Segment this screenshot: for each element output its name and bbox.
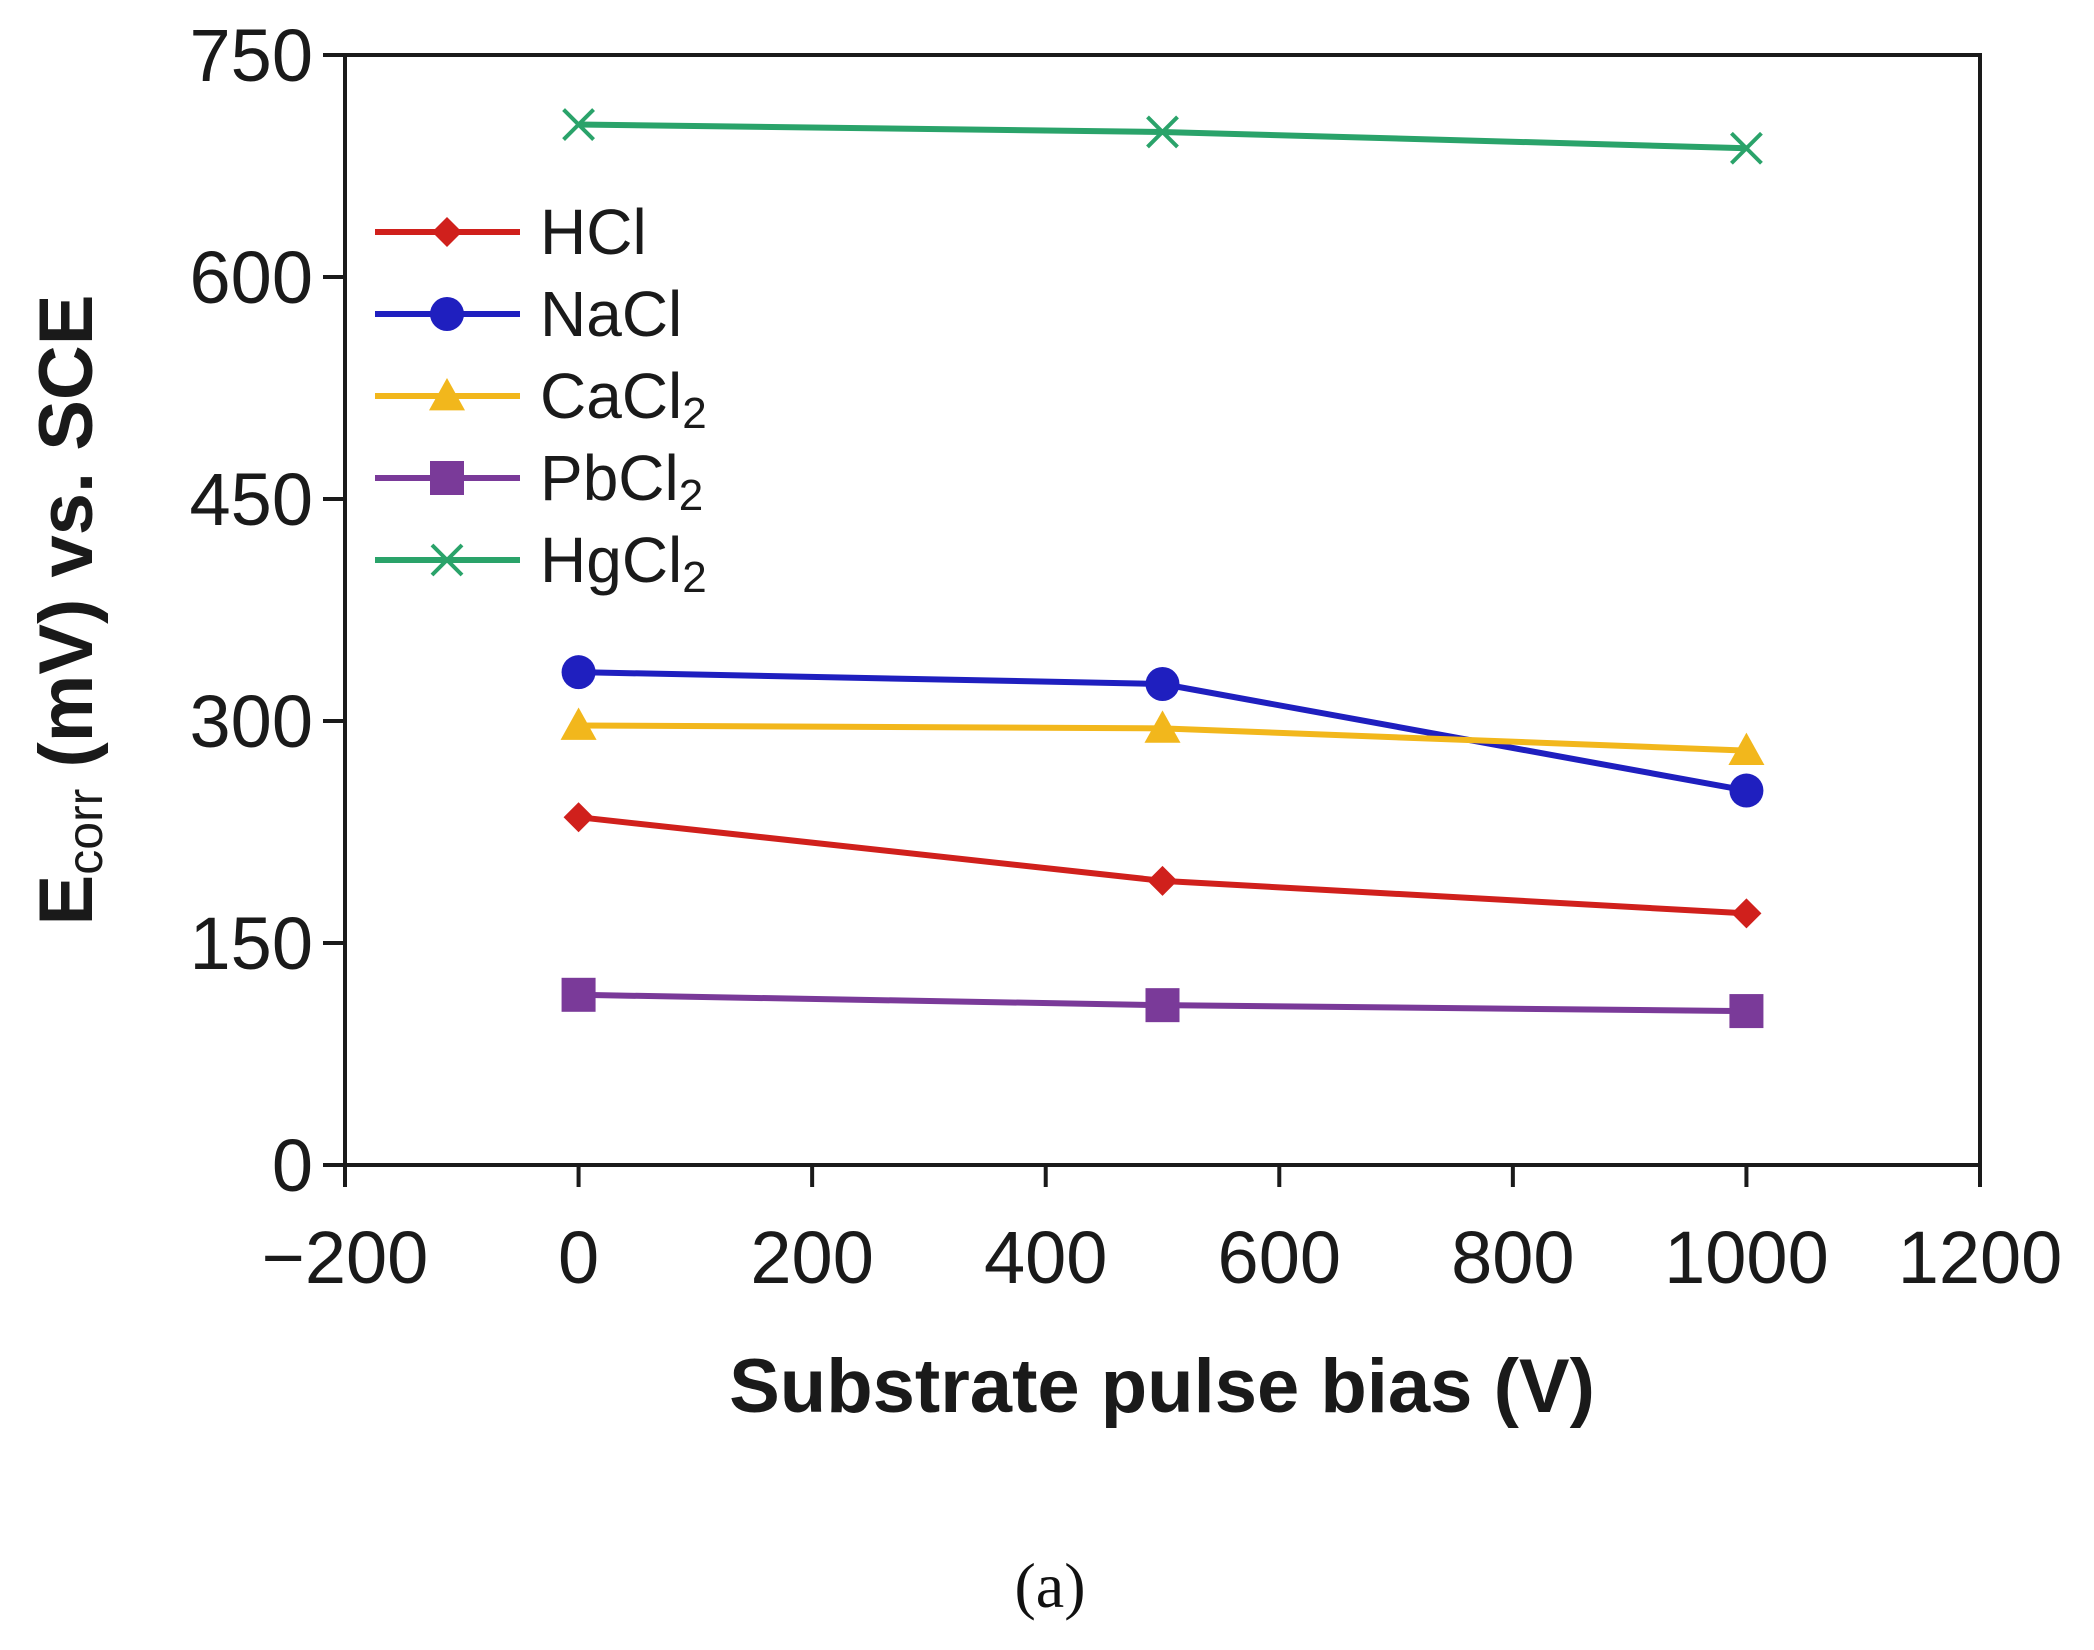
legend-label-hcl: HCl [540, 196, 647, 268]
data-point-pbcl2 [1145, 988, 1180, 1023]
legend-label-main: PbCl [540, 442, 679, 514]
legend-item-nacl: NaCl [375, 278, 682, 350]
y-axis: 0 150 300 450 600 750 [190, 14, 345, 1207]
legend-marker-hcl [432, 217, 462, 247]
legend-label-subscript: 2 [682, 389, 706, 438]
y-tick-label: 150 [190, 902, 313, 985]
legend-item-pbcl2: PbCl2 [375, 442, 703, 520]
legend-label-subscript: 2 [679, 471, 703, 520]
data-point-pbcl2 [1729, 994, 1764, 1029]
data-point-cacl2 [560, 707, 597, 740]
x-tick-label: −200 [262, 1216, 429, 1299]
data-point-cacl2 [1728, 732, 1765, 765]
series-line-hgcl2 [578, 121, 1747, 152]
legend-label-hgcl2: HgCl2 [540, 524, 707, 602]
y-axis-title-rest: (mV) vs. SCE [24, 295, 109, 789]
x-tick-label: 800 [1451, 1216, 1574, 1299]
data-point-nacl [1145, 667, 1180, 701]
x-tick-label: 400 [984, 1216, 1107, 1299]
legend-label-cacl2: CaCl2 [540, 360, 707, 438]
x-tick-label: 0 [558, 1216, 599, 1299]
y-axis-title-main: E [24, 875, 109, 926]
data-point-hcl [563, 802, 594, 833]
x-axis-title: Substrate pulse bias (V) [729, 1344, 1595, 1429]
series-line-hcl [578, 814, 1747, 917]
legend-marker-hgcl2 [430, 543, 464, 577]
y-tick-label: 600 [190, 236, 313, 319]
legend-label-nacl: NaCl [540, 278, 682, 350]
y-axis-title-group: Ecorr (mV) vs. SCE [24, 295, 113, 926]
figure-caption: (a) [1014, 1550, 1085, 1621]
x-tick-label: 1000 [1664, 1216, 1829, 1299]
y-axis-title: Ecorr (mV) vs. SCE [24, 295, 113, 926]
legend-label-main: HCl [540, 196, 647, 268]
legend-label-main: HgCl [540, 524, 682, 596]
data-point-hgcl2 [1146, 115, 1179, 149]
data-point-nacl [1729, 773, 1764, 808]
y-tick-label: 0 [272, 1124, 313, 1207]
legend-marker-cacl2 [429, 378, 465, 411]
data-point-nacl [561, 655, 596, 690]
legend-item-hcl: HCl [375, 196, 647, 268]
series-markers [560, 108, 1765, 1029]
x-axis: −200 0 200 400 600 800 1000 1200 [262, 1165, 2063, 1299]
data-point-pbcl2 [561, 977, 596, 1012]
x-tick-label: 1200 [1898, 1216, 2063, 1299]
legend-label-main: CaCl [540, 360, 682, 432]
legend-marker-pbcl2 [430, 461, 464, 495]
plot-area-frame [343, 53, 1982, 1167]
data-point-hcl [1147, 865, 1178, 896]
y-tick-label: 300 [190, 680, 313, 763]
y-tick-label: 750 [190, 14, 313, 97]
legend-label-main: NaCl [540, 278, 682, 350]
x-tick-label: 200 [750, 1216, 873, 1299]
legend-marker-nacl [430, 297, 464, 331]
legend-item-hgcl2: HgCl2 [375, 524, 707, 602]
data-point-hgcl2 [1730, 131, 1763, 165]
legend-label-pbcl2: PbCl2 [540, 442, 703, 520]
data-point-cacl2 [1144, 710, 1181, 743]
y-tick-label: 450 [190, 458, 313, 541]
data-point-hcl [1731, 898, 1762, 929]
x-tick-label: 600 [1218, 1216, 1341, 1299]
data-point-hgcl2 [562, 108, 595, 141]
legend-label-subscript: 2 [682, 553, 706, 602]
y-axis-title-subscript: corr [57, 789, 113, 875]
legend-item-cacl2: CaCl2 [375, 360, 707, 438]
